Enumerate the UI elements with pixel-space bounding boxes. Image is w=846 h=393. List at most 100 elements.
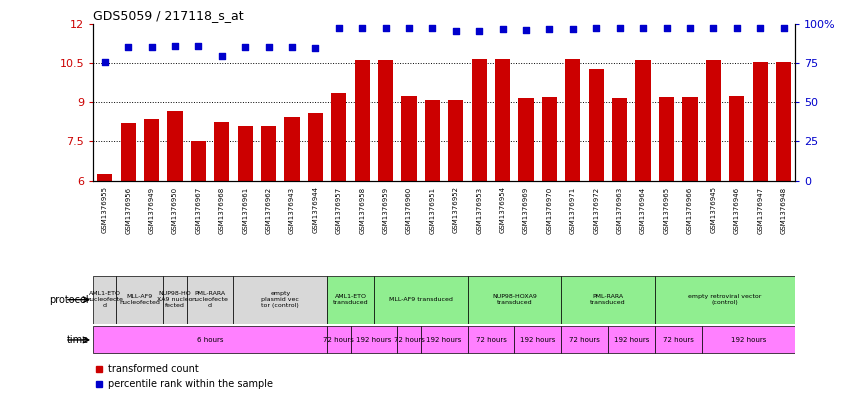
Point <box>449 28 463 35</box>
Text: NUP98-HOXA9
transduced: NUP98-HOXA9 transduced <box>492 294 537 305</box>
Bar <box>420 327 468 353</box>
Text: 72 hours: 72 hours <box>475 337 507 343</box>
Point <box>660 24 673 31</box>
Text: AML1-ETO
transduced: AML1-ETO transduced <box>332 294 368 305</box>
Text: GSM1376950: GSM1376950 <box>172 186 178 233</box>
Bar <box>776 62 791 181</box>
Point <box>379 24 393 31</box>
Text: GDS5059 / 217118_s_at: GDS5059 / 217118_s_at <box>93 9 244 22</box>
Point <box>613 24 626 31</box>
Bar <box>308 113 323 181</box>
Bar <box>683 97 697 181</box>
Bar <box>117 275 163 324</box>
Bar <box>97 174 113 181</box>
Text: GSM1376947: GSM1376947 <box>757 186 763 233</box>
Point <box>145 44 158 50</box>
Point <box>636 24 650 31</box>
Text: GSM1376955: GSM1376955 <box>102 186 107 233</box>
Bar <box>284 117 299 181</box>
Bar <box>187 275 233 324</box>
Text: 192 hours: 192 hours <box>520 337 556 343</box>
Point <box>706 24 720 31</box>
Text: GSM1376963: GSM1376963 <box>617 186 623 234</box>
Bar <box>168 111 183 181</box>
Text: PML-RARA
transduced: PML-RARA transduced <box>591 294 626 305</box>
Bar <box>635 60 651 181</box>
Bar <box>350 327 398 353</box>
Bar <box>655 275 795 324</box>
Text: 192 hours: 192 hours <box>731 337 766 343</box>
Bar <box>706 60 721 181</box>
Bar <box>589 70 604 181</box>
Text: transformed count: transformed count <box>107 364 199 374</box>
Point <box>355 24 369 31</box>
Bar <box>332 93 346 181</box>
Text: GSM1376953: GSM1376953 <box>476 186 482 233</box>
Text: 72 hours: 72 hours <box>662 337 694 343</box>
Text: GSM1376967: GSM1376967 <box>195 186 201 234</box>
Text: 192 hours: 192 hours <box>426 337 462 343</box>
Text: GSM1376945: GSM1376945 <box>711 186 717 233</box>
Text: GSM1376969: GSM1376969 <box>523 186 529 234</box>
Text: AML1-ETO
nucleofecte
d: AML1-ETO nucleofecte d <box>86 291 124 308</box>
Bar <box>144 119 159 181</box>
Bar <box>565 59 580 181</box>
Text: GSM1376962: GSM1376962 <box>266 186 272 233</box>
Bar <box>495 59 510 181</box>
Text: GSM1376948: GSM1376948 <box>781 186 787 233</box>
Text: 72 hours: 72 hours <box>569 337 600 343</box>
Bar <box>514 327 561 353</box>
Bar <box>233 275 327 324</box>
Text: GSM1376951: GSM1376951 <box>430 186 436 233</box>
Text: empty retroviral vector
(control): empty retroviral vector (control) <box>689 294 761 305</box>
Text: GSM1376961: GSM1376961 <box>242 186 248 234</box>
Bar <box>93 275 117 324</box>
Text: GSM1376944: GSM1376944 <box>312 186 318 233</box>
Bar <box>378 60 393 181</box>
Text: empty
plasmid vec
tor (control): empty plasmid vec tor (control) <box>261 291 299 308</box>
Point <box>121 44 135 50</box>
Text: 192 hours: 192 hours <box>613 337 649 343</box>
Point <box>98 59 112 65</box>
Text: GSM1376946: GSM1376946 <box>733 186 739 233</box>
Text: GSM1376957: GSM1376957 <box>336 186 342 233</box>
Bar <box>327 327 350 353</box>
Point <box>402 24 415 31</box>
Text: GSM1376965: GSM1376965 <box>663 186 669 233</box>
Point <box>753 24 766 31</box>
Text: 192 hours: 192 hours <box>356 337 392 343</box>
Text: 72 hours: 72 hours <box>323 337 354 343</box>
Point <box>332 24 345 31</box>
Bar <box>608 327 655 353</box>
Bar <box>542 97 557 181</box>
Text: GSM1376943: GSM1376943 <box>289 186 295 233</box>
Point <box>566 26 580 32</box>
Text: percentile rank within the sample: percentile rank within the sample <box>107 379 272 389</box>
Bar <box>374 275 468 324</box>
Text: GSM1376964: GSM1376964 <box>640 186 646 233</box>
Point <box>519 27 533 33</box>
Text: GSM1376959: GSM1376959 <box>382 186 388 233</box>
Point <box>309 45 322 51</box>
Point <box>730 24 744 31</box>
Point <box>542 26 556 32</box>
Bar <box>327 275 374 324</box>
Point <box>777 24 790 31</box>
Text: GSM1376952: GSM1376952 <box>453 186 459 233</box>
Bar <box>448 99 464 181</box>
Text: protocol: protocol <box>49 295 89 305</box>
Text: PML-RARA
nucleofecte
d: PML-RARA nucleofecte d <box>192 291 228 308</box>
Bar <box>214 122 229 181</box>
Text: GSM1376968: GSM1376968 <box>219 186 225 234</box>
Bar <box>729 95 744 181</box>
Bar <box>753 62 767 181</box>
Bar <box>121 123 135 181</box>
Bar <box>561 327 608 353</box>
Bar <box>238 126 253 181</box>
Text: GSM1376949: GSM1376949 <box>149 186 155 233</box>
Text: GSM1376954: GSM1376954 <box>500 186 506 233</box>
Point <box>261 44 275 50</box>
Text: GSM1376958: GSM1376958 <box>360 186 365 233</box>
Bar <box>561 275 655 324</box>
Text: GSM1376966: GSM1376966 <box>687 186 693 234</box>
